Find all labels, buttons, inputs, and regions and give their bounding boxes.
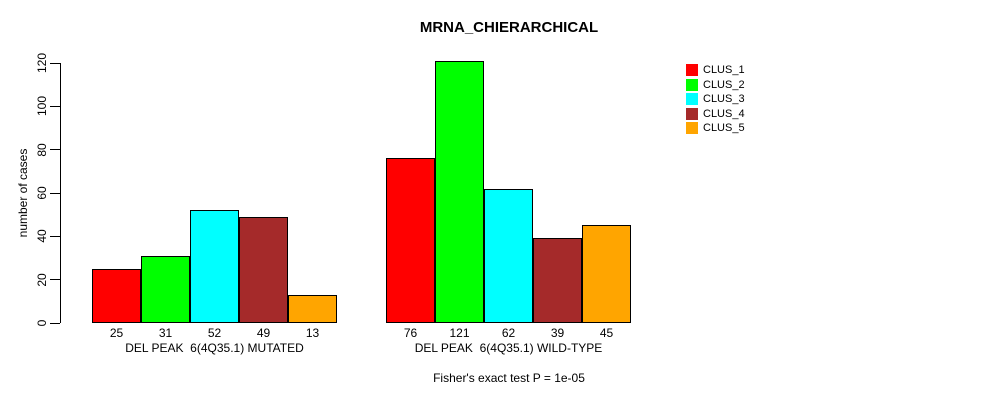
legend-swatch-clus_3 [686, 93, 698, 106]
bar-value-label: 49 [256, 326, 271, 340]
bar-clus_1-group2 [386, 158, 435, 323]
bar-clus_3-group2 [484, 189, 533, 323]
y-tick [50, 62, 60, 64]
bar-clus_4-group1 [239, 217, 288, 323]
y-tick [50, 192, 60, 194]
x-category-label: DEL PEAK 6(4Q35.1) MUTATED [125, 341, 304, 355]
y-tick-label: 80 [35, 142, 49, 157]
bar-value-label: 31 [158, 326, 173, 340]
y-tick-label: 40 [35, 229, 49, 244]
y-tick-label: 100 [35, 96, 49, 117]
y-tick [50, 235, 60, 237]
legend-swatch-clus_4 [686, 107, 698, 120]
bar-value-label: 13 [305, 326, 320, 340]
y-tick [50, 149, 60, 151]
bar-value-label: 62 [501, 326, 516, 340]
legend-label: CLUS_2 [703, 78, 745, 91]
y-tick-label: 120 [35, 52, 49, 74]
bar-clus_5-group2 [582, 225, 631, 323]
legend-label: CLUS_1 [703, 64, 745, 77]
legend-swatch-clus_2 [686, 78, 698, 91]
bar-value-label: 76 [403, 326, 418, 340]
bar-value-label: 52 [207, 326, 222, 340]
y-axis-label: number of cases [16, 148, 30, 238]
legend-item-clus_3: CLUS_3 [686, 92, 745, 107]
y-tick [50, 105, 60, 107]
legend-item-clus_4: CLUS_4 [686, 107, 745, 122]
chart-title: MRNA_CHIERARCHICAL [419, 19, 599, 36]
bar-value-label: 39 [550, 326, 565, 340]
bar-clus_3-group1 [190, 210, 239, 323]
legend-item-clus_5: CLUS_5 [686, 121, 745, 136]
legend-swatch-clus_5 [686, 122, 698, 135]
bar-clus_4-group2 [533, 238, 582, 323]
legend-label: CLUS_4 [703, 107, 745, 120]
x-category-label: DEL PEAK 6(4Q35.1) WILD-TYPE [414, 341, 603, 355]
y-axis-line [60, 63, 61, 323]
y-tick [50, 322, 60, 324]
y-tick-label: 60 [35, 186, 49, 200]
bar-clus_5-group1 [288, 295, 337, 323]
y-tick [50, 279, 60, 281]
annotation-fisher-test: Fisher's exact test P = 1e-05 [433, 371, 585, 385]
bar-clus_2-group2 [435, 61, 484, 323]
legend-label: CLUS_5 [703, 122, 745, 135]
legend: CLUS_1 CLUS_2 CLUS_3 CLUS_4 CLUS_5 [686, 63, 745, 136]
legend-item-clus_1: CLUS_1 [686, 63, 745, 78]
y-tick-label: 0 [35, 319, 49, 327]
bar-value-label: 45 [599, 326, 614, 340]
bar-value-label: 121 [449, 326, 470, 340]
bar-value-label: 25 [109, 326, 124, 340]
bar-clus_2-group1 [141, 256, 190, 323]
y-tick-label: 20 [35, 272, 49, 287]
legend-item-clus_2: CLUS_2 [686, 78, 745, 93]
legend-swatch-clus_1 [686, 64, 698, 77]
bar-clus_1-group1 [92, 269, 141, 323]
legend-label: CLUS_3 [703, 93, 745, 106]
